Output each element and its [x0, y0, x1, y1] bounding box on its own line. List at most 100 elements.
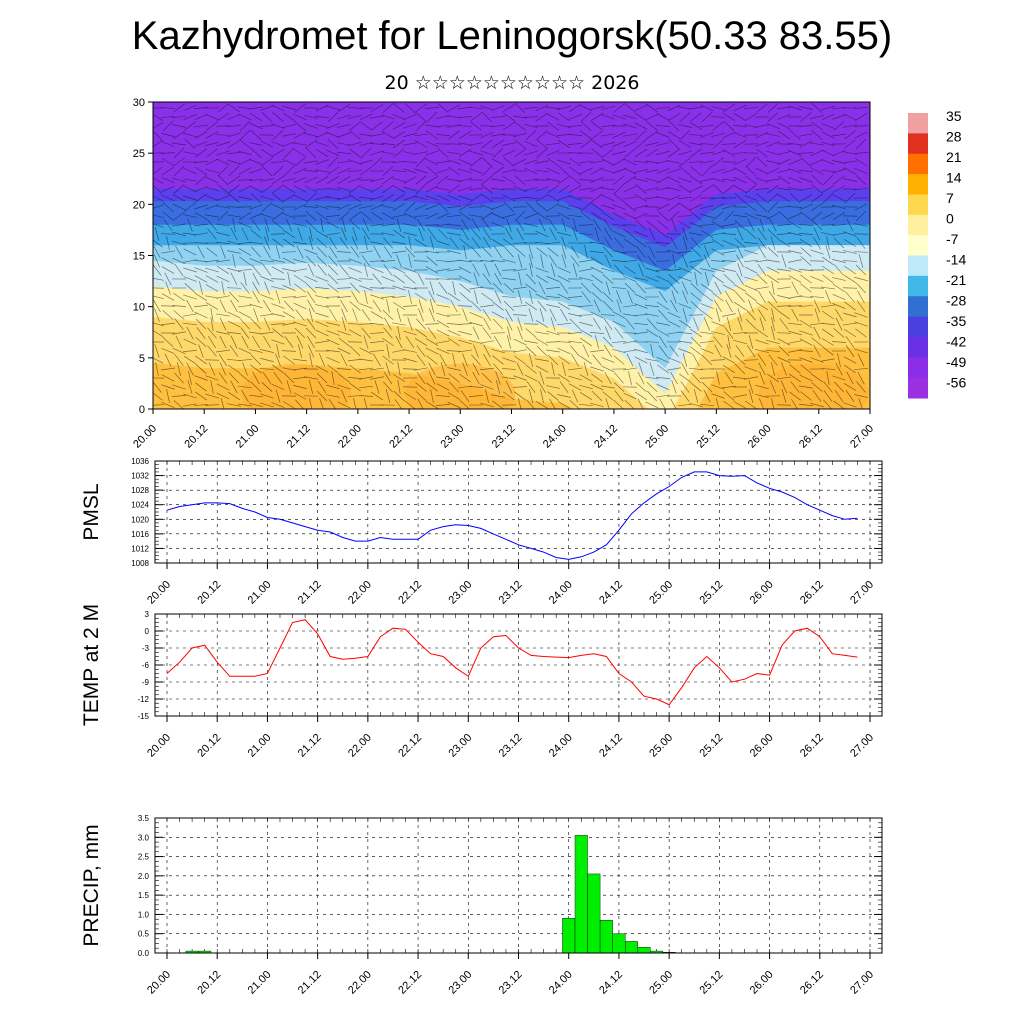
wind-barb: [578, 224, 594, 226]
wind-barb: [637, 371, 645, 385]
wind-barb: [249, 159, 263, 165]
wind-barb: [219, 335, 227, 349]
wind-barb: [744, 249, 758, 255]
wind-barb: [216, 150, 230, 156]
wind-barb: [183, 267, 197, 273]
x-tick-label: 21.00: [234, 423, 262, 451]
wind-barb: [711, 168, 725, 174]
wind-barb: [272, 165, 284, 177]
x-tick-label: 20.00: [145, 969, 173, 997]
wind-barb: [293, 385, 307, 389]
wind-barb: [427, 327, 437, 339]
wind-barb: [579, 384, 593, 390]
wind-barb: [656, 196, 670, 200]
wind-barb: [271, 286, 285, 290]
wind-barb: [689, 222, 703, 228]
wind-barb: [462, 308, 468, 322]
wind-barb: [163, 219, 173, 231]
wind-barb: [755, 384, 769, 390]
wind-barb: [538, 281, 546, 295]
wind-barb: [447, 268, 461, 272]
wind-barb: [757, 308, 767, 322]
wind-barb: [194, 124, 208, 128]
wind-barb: [833, 237, 845, 249]
wind-barb: [153, 177, 164, 184]
wind-barb: [710, 260, 726, 262]
wind-barb: [658, 309, 668, 321]
wind-barb: [370, 367, 384, 371]
x-tick-label: 24.12: [597, 732, 625, 760]
wind-barb: [733, 376, 747, 380]
wind-barb: [171, 115, 187, 119]
wind-barb: [567, 152, 583, 154]
wind-barb: [634, 293, 648, 301]
wind-barb: [591, 139, 603, 149]
wind-barb: [699, 403, 715, 407]
wind-barb: [722, 131, 736, 139]
wind-barb: [844, 364, 856, 374]
wind-barb: [447, 292, 461, 302]
wind-barb: [374, 380, 380, 394]
wind-barb: [396, 218, 402, 232]
wind-barb: [219, 362, 227, 376]
wind-barb: [613, 355, 625, 365]
wind-barb: [230, 227, 238, 241]
wind-barb: [755, 177, 769, 183]
wind-barb: [570, 345, 580, 357]
wind-barb: [759, 317, 765, 331]
wind-barb: [667, 194, 681, 202]
wind-barb: [821, 123, 835, 129]
wind-barb: [744, 212, 758, 220]
warm-pocket: [405, 363, 516, 409]
wind-barb: [369, 287, 385, 289]
wind-barb: [678, 348, 692, 354]
wind-barb: [832, 259, 846, 263]
x-tick-label: 24.00: [547, 732, 575, 760]
wind-barb: [811, 103, 823, 113]
wind-barb: [315, 286, 329, 290]
wind-barb: [358, 385, 374, 389]
wind-barb: [778, 175, 790, 185]
wind-barb: [338, 373, 350, 383]
wind-barb: [359, 141, 373, 147]
wind-barb: [711, 393, 725, 399]
wind-barb: [833, 121, 845, 131]
wind-barb: [811, 121, 823, 131]
wind-barb: [567, 296, 583, 298]
wind-barb: [701, 111, 713, 123]
wind-barb: [172, 223, 186, 227]
wind-barb: [646, 220, 658, 230]
wind-barb: [194, 166, 208, 176]
wind-barb: [835, 362, 843, 376]
wind-barb: [843, 356, 857, 364]
wind-barb: [448, 130, 460, 140]
wind-barb: [699, 224, 715, 226]
wind-barb: [175, 335, 183, 349]
wind-barb: [746, 309, 756, 321]
wind-barb: [305, 255, 317, 267]
wind-barb: [216, 259, 230, 263]
wind-barb: [308, 308, 314, 322]
wind-barb: [788, 221, 802, 229]
wind-barb: [622, 332, 638, 334]
wind-barb: [689, 402, 703, 408]
wind-barb: [613, 381, 625, 393]
wind-barb: [315, 176, 329, 184]
wind-barb: [361, 255, 371, 267]
wind-barb: [479, 287, 495, 289]
wind-barb: [239, 129, 251, 141]
wind-barb: [458, 259, 472, 263]
wind-barb: [383, 246, 393, 258]
x-tick-label: 24.12: [592, 423, 620, 451]
wind-barb: [624, 282, 636, 294]
wind-barb: [296, 245, 304, 259]
wind-barb: [339, 237, 349, 249]
wind-barb: [404, 274, 416, 284]
wind-barb: [602, 291, 614, 303]
wind-barb: [492, 147, 504, 159]
wind-barb: [361, 309, 371, 321]
wind-barb: [855, 174, 867, 186]
wind-barb: [672, 254, 676, 268]
wind-barb: [469, 321, 483, 327]
wind-barb: [403, 232, 417, 236]
